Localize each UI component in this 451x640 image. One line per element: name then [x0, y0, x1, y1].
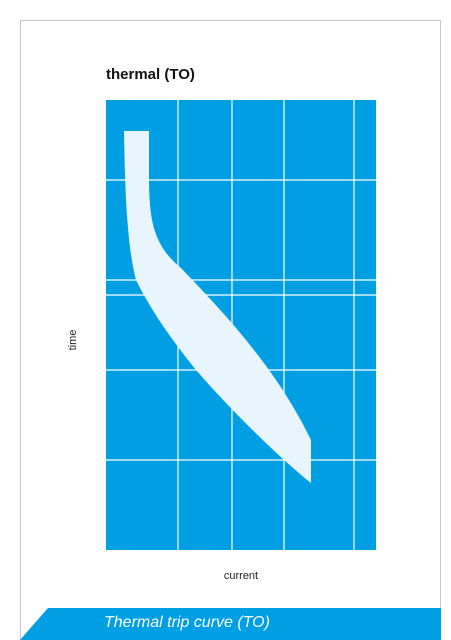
x-axis-label: current: [223, 570, 259, 582]
trip-band: [124, 131, 311, 483]
figure-caption: Thermal trip curve (TO): [104, 614, 270, 631]
plot-area: [106, 100, 376, 550]
trip-curve-chart: [106, 100, 376, 550]
caption-background: [20, 608, 441, 640]
y-axis-label: time: [67, 329, 79, 351]
plot-background: [106, 100, 376, 550]
chart-title: thermal (TO): [106, 66, 195, 83]
caption-bar: Thermal trip curve (TO): [20, 608, 441, 640]
